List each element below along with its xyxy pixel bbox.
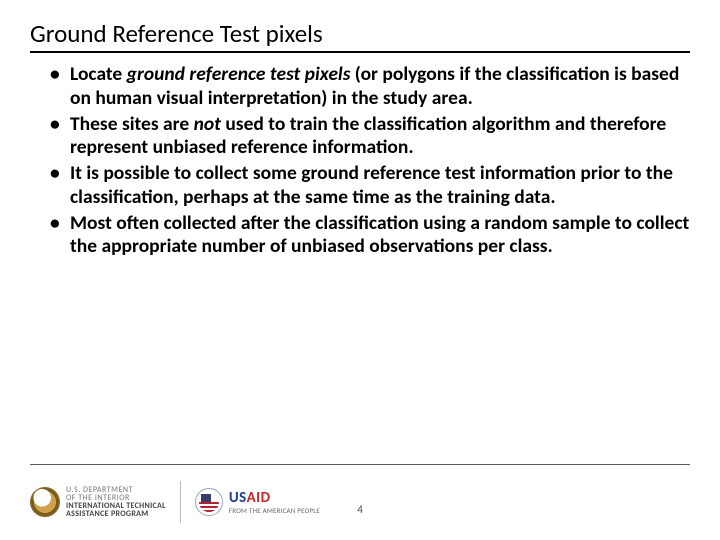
doi-logo-group: U.S. DEPARTMENT OF THE INTERIOR INTERNAT… — [30, 486, 166, 519]
usaid-logo-group: USAID FROM THE AMERICAN PEOPLE — [195, 488, 320, 516]
usaid-text: USAID FROM THE AMERICAN PEOPLE — [229, 490, 320, 514]
bullet-list: Locate ground reference test pixels (or … — [46, 63, 690, 259]
bullet-emph: not — [194, 112, 221, 136]
bullet-post: Most often collected after the classific… — [70, 211, 689, 259]
footer: U.S. DEPARTMENT OF THE INTERIOR INTERNAT… — [30, 476, 690, 528]
list-item: These sites are not used to train the cl… — [46, 113, 690, 161]
slide: Ground Reference Test pixels Locate grou… — [0, 0, 720, 540]
doi-seal-icon — [30, 487, 60, 517]
bullet-pre: These sites are — [70, 112, 194, 136]
footer-vertical-divider — [180, 481, 181, 523]
doi-line4: ASSISTANCE PROGRAM — [66, 510, 166, 518]
usaid-word-left: US — [229, 489, 247, 507]
bullet-post: It is possible to collect some ground re… — [70, 161, 673, 209]
usaid-seal-icon — [195, 488, 223, 516]
slide-content: Locate ground reference test pixels (or … — [30, 63, 690, 259]
usaid-word-right: AID — [247, 489, 271, 507]
usaid-subtitle: FROM THE AMERICAN PEOPLE — [229, 507, 320, 514]
list-item: Most often collected after the classific… — [46, 212, 690, 260]
footer-divider — [30, 464, 690, 465]
bullet-emph: ground reference test pixels — [127, 62, 351, 86]
slide-title: Ground Reference Test pixels — [30, 18, 690, 53]
list-item: It is possible to collect some ground re… — [46, 162, 690, 210]
list-item: Locate ground reference test pixels (or … — [46, 63, 690, 111]
usaid-wordmark: USAID — [229, 490, 320, 507]
doi-text: U.S. DEPARTMENT OF THE INTERIOR INTERNAT… — [66, 486, 166, 519]
page-number: 4 — [357, 503, 363, 516]
bullet-pre: Locate — [70, 62, 127, 86]
